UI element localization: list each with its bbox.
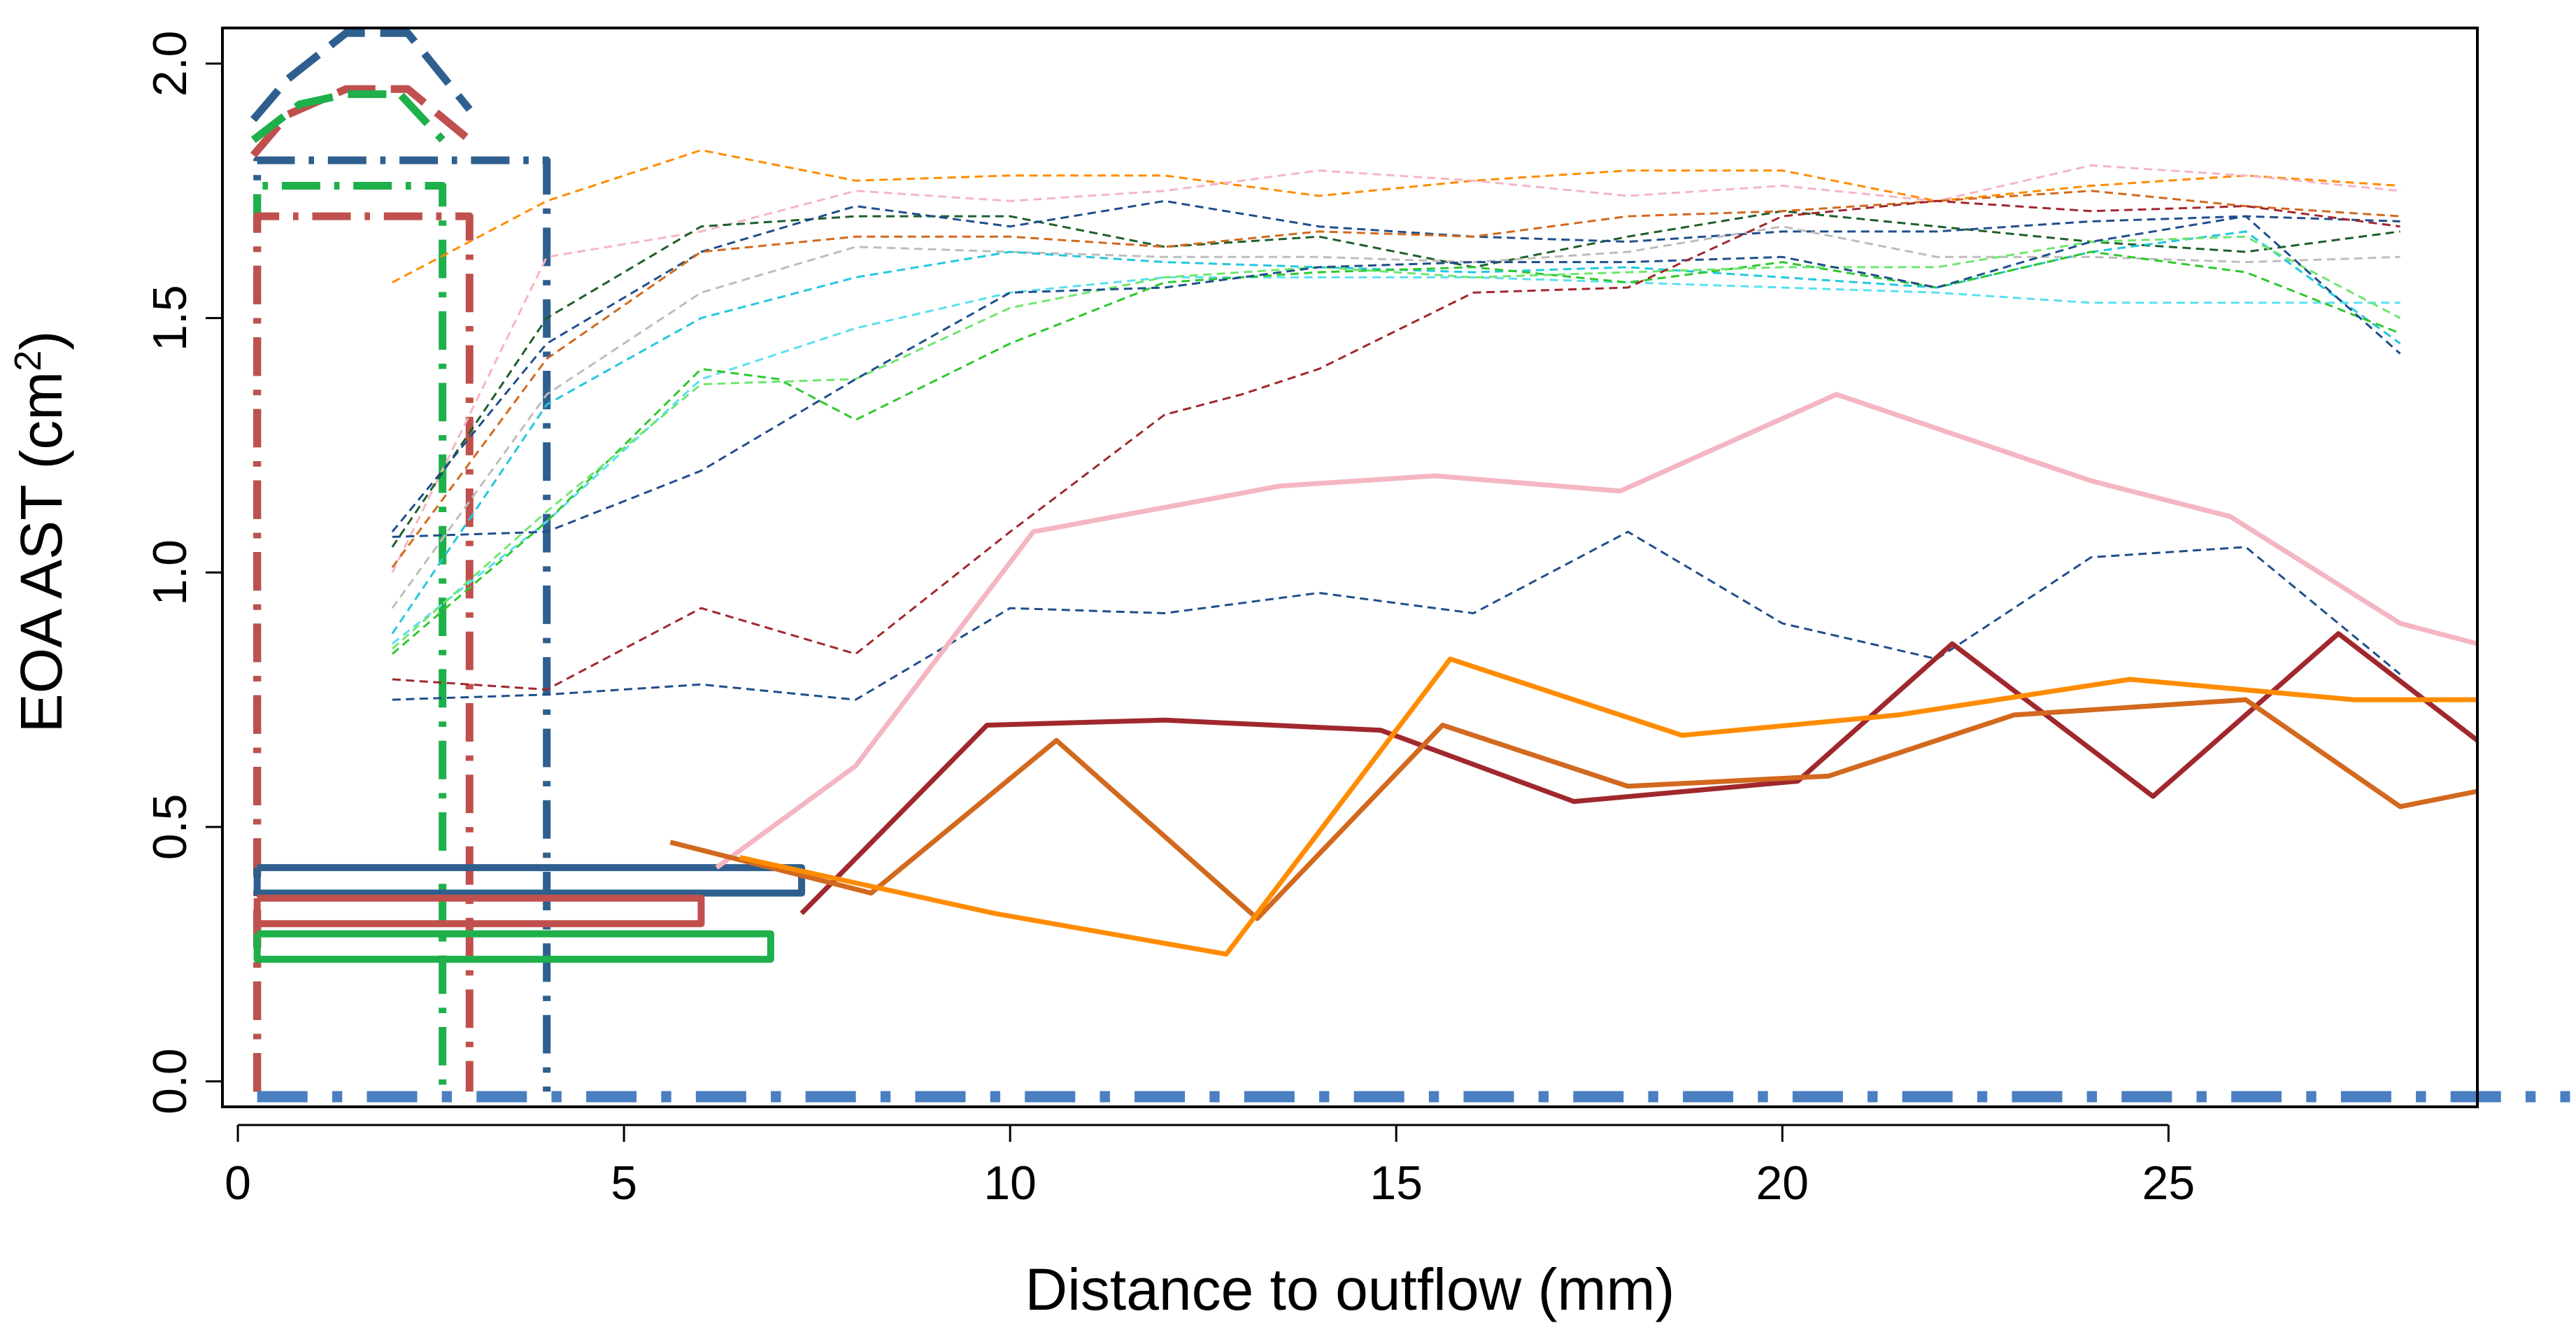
y-tick-label: 2.0	[143, 31, 197, 97]
y-tick-label: 1.0	[143, 539, 197, 606]
series-dashed-darkgreen	[391, 210, 2400, 548]
shape-hump-red-dashed	[250, 85, 472, 158]
shape-hump-green-dashed	[250, 90, 446, 143]
series-dashed-navy-2	[392, 215, 2401, 538]
x-tick-label: 25	[2142, 1156, 2196, 1210]
series-dashed-green	[391, 250, 2401, 655]
y-axis-title-superscript: 2	[7, 351, 49, 372]
y-axis-title-main: EOA AST (cm	[8, 372, 74, 733]
shape-hump-navy-dashed	[250, 29, 473, 122]
series-solid-orange	[739, 656, 2477, 957]
x-tick-label: 10	[983, 1156, 1037, 1210]
x-tick-label: 20	[1756, 1156, 1809, 1210]
x-tick-label: 15	[1369, 1156, 1423, 1210]
series-dashed-gray	[391, 225, 2400, 609]
series-dashed-blue-low	[392, 530, 2401, 701]
series-solid-darkred	[799, 631, 2479, 916]
shape-bar-navy-outline	[253, 864, 806, 897]
shape-box-red-dashdot	[253, 212, 474, 1092]
shape-bar-green-outline	[253, 930, 774, 963]
plot-frame	[221, 27, 2479, 1108]
x-tick-label: 5	[611, 1156, 637, 1210]
y-axis: 0.0 0.5 1.0 1.5 2.0	[143, 31, 222, 1115]
series-solid-pink	[715, 392, 2478, 870]
x-axis: 0 5 10 15 20 25	[225, 1124, 2196, 1210]
series-solid-chocolate	[669, 697, 2478, 921]
series-dashed-limegreen	[391, 235, 2401, 650]
y-tick-label: 1.5	[143, 285, 197, 351]
x-axis-title: Distance to outflow (mm)	[1025, 1257, 1675, 1322]
series-dashed-navy	[391, 199, 2400, 533]
shape-bar-red-outline	[253, 894, 705, 928]
y-axis-title: EOA AST (cm2)	[7, 331, 74, 733]
data-series	[391, 149, 2479, 957]
y-axis-title-close: )	[8, 331, 74, 351]
series-dashed-darkorange	[391, 190, 2400, 568]
x-tick-label: 0	[225, 1156, 251, 1210]
series-dashed-darkred	[392, 199, 2400, 691]
y-tick-label: 0.0	[143, 1048, 197, 1115]
series-dashed-orange-top	[392, 149, 2400, 284]
y-tick-label: 0.5	[143, 794, 197, 861]
annotation-shapes	[250, 29, 2570, 1103]
